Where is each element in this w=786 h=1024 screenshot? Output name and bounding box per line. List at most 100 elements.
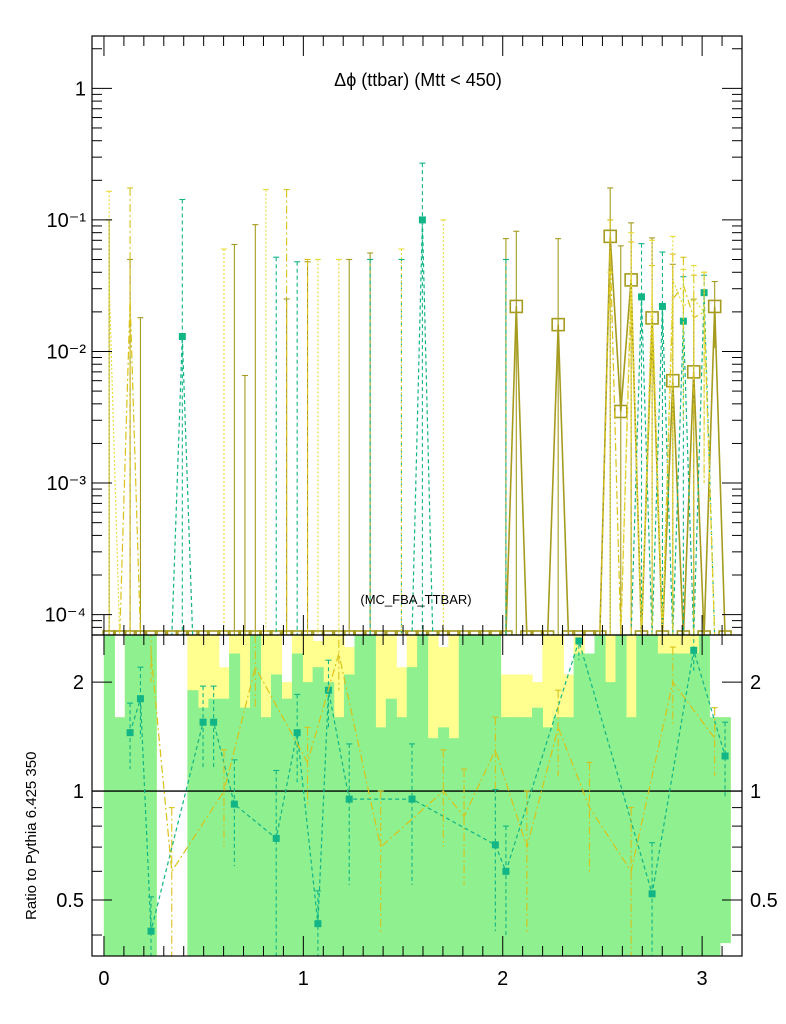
ratio-y-axis-label: Ratio to Pythia 6.425 350: [23, 752, 40, 920]
ratio-point-marker: [491, 841, 499, 849]
band-green-bin: [291, 653, 303, 956]
series-1: [171, 162, 716, 635]
band-green-bin: [490, 635, 502, 956]
band-green-bin: [218, 698, 230, 956]
ratio-point-marker: [126, 729, 134, 737]
data-point-marker: [175, 630, 190, 635]
ratio-point-marker: [648, 890, 656, 898]
data-point-marker: [561, 630, 576, 635]
x-tick-label: 1: [298, 968, 309, 990]
band-green-bin: [657, 653, 669, 956]
data-point-marker: [457, 630, 471, 635]
data-point-marker: [446, 630, 461, 635]
ratio-y-tick-label: 1: [73, 781, 84, 803]
data-point-marker: [154, 630, 169, 635]
band-green-bin: [678, 653, 690, 956]
data-point-marker: [697, 630, 711, 635]
main-axes: 1 10⁻¹ 10⁻² 10⁻³ 10⁻⁴: [45, 36, 743, 636]
band-green-bin: [573, 653, 585, 956]
ratio-point-marker: [345, 795, 353, 803]
data-point-marker: [164, 630, 179, 635]
band-green-bin: [145, 635, 157, 956]
ratio-line: [150, 653, 716, 874]
ratio-point-marker: [230, 800, 238, 808]
band-green-bin: [302, 682, 314, 956]
data-point-marker: [718, 630, 732, 635]
band-green-bin: [187, 690, 199, 956]
ratio-point-marker: [293, 729, 301, 737]
legend-label: (MC_FBA_TTBAR): [360, 592, 471, 607]
band-green-bin: [719, 717, 731, 944]
series-3: [106, 189, 716, 635]
data-point-marker: [384, 630, 398, 635]
ratio-series-1: [150, 635, 718, 956]
data-point-marker: [582, 630, 597, 635]
band-green-bin: [281, 698, 293, 956]
data-point-marker: [467, 630, 482, 635]
band-green-bin: [364, 635, 376, 956]
ratio-point-marker: [690, 646, 698, 654]
ratio-point-marker: [272, 834, 280, 842]
ratio-y-tick-label-right: 0.5: [750, 890, 778, 912]
ratio-point-marker: [721, 752, 729, 760]
x-tick-label: 2: [497, 968, 508, 990]
band-green-bin: [417, 635, 429, 956]
band-green-bin: [667, 653, 679, 956]
band-green-bin: [333, 717, 345, 956]
ratio-uncertainty-bands: [103, 635, 731, 956]
band-green-bin: [542, 727, 554, 956]
data-point-marker: [551, 317, 565, 332]
data-point-marker: [488, 630, 503, 635]
ratio-series-0: [126, 635, 729, 956]
band-green-bin: [103, 635, 115, 956]
band-green-bin: [584, 653, 596, 956]
data-point-marker: [530, 630, 545, 635]
band-green-bin: [135, 635, 147, 956]
data-point-marker: [418, 216, 426, 224]
band-green-bin: [594, 635, 606, 956]
ratio-point-marker: [575, 637, 583, 645]
series-line: [505, 236, 726, 635]
band-green-bin: [479, 635, 491, 956]
ratio-y-tick-label: 0.5: [56, 890, 84, 912]
data-point-marker: [178, 332, 186, 340]
series-0: [102, 187, 732, 635]
data-point-marker: [373, 630, 388, 635]
main-y-tick-label: 10⁻⁴: [45, 605, 86, 627]
band-green-bin: [385, 698, 397, 956]
data-point-marker: [144, 630, 158, 635]
band-green-bin: [531, 707, 544, 956]
band-green-bin: [427, 738, 439, 956]
data-point-marker: [196, 630, 210, 635]
data-point-marker: [679, 317, 687, 325]
band-green-bin: [448, 738, 460, 956]
x-tick-label: 0: [98, 968, 109, 990]
data-point-marker: [311, 630, 325, 635]
band-green-bin: [124, 635, 136, 956]
band-green-bin: [615, 635, 627, 956]
ratio-point-marker: [210, 718, 218, 726]
band-green-bin: [646, 635, 658, 956]
data-point-marker: [206, 630, 221, 635]
ratio-point-marker: [314, 920, 322, 928]
band-green-bin: [323, 682, 335, 956]
band-green-bin: [688, 653, 700, 956]
main-y-tick-label: 1: [75, 78, 86, 100]
band-green-bin: [636, 635, 648, 956]
main-y-tick-label: 10⁻³: [47, 473, 87, 495]
data-point-marker: [133, 630, 148, 635]
data-point-marker: [676, 630, 691, 635]
band-green-bin: [250, 635, 262, 956]
data-point-marker: [321, 630, 336, 635]
band-green-bin: [354, 635, 366, 956]
band-green-bin: [208, 698, 220, 956]
data-point-marker: [102, 630, 116, 635]
band-green-bin: [563, 717, 575, 956]
data-point-marker: [227, 630, 242, 635]
ratio-y-tick-label-right: 1: [750, 781, 761, 803]
data-point-marker: [645, 311, 659, 325]
data-point-marker: [707, 299, 722, 314]
main-y-tick-label: 10⁻¹: [47, 210, 87, 232]
ratio-plot-area: [92, 635, 742, 956]
